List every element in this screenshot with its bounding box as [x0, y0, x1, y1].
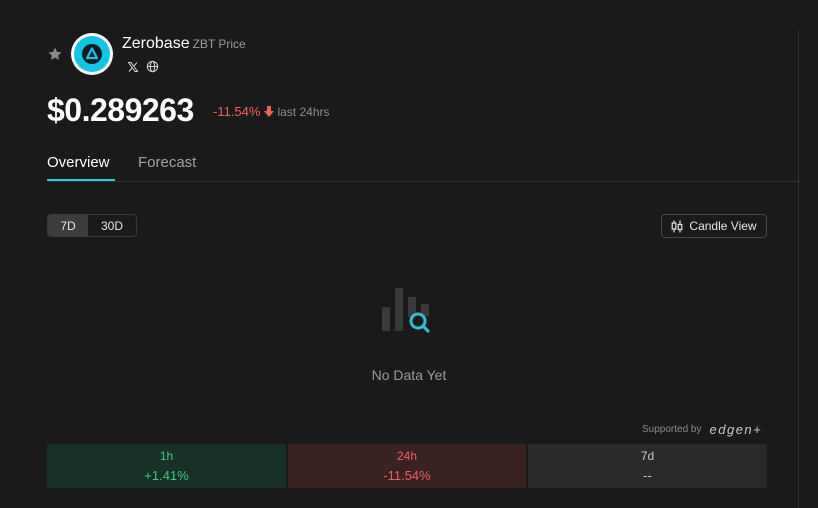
range-7d-button[interactable]: 7D: [48, 215, 88, 236]
x-twitter-icon[interactable]: [125, 59, 140, 74]
coin-logo: [71, 33, 113, 75]
tab-forecast[interactable]: Forecast: [138, 154, 197, 171]
star-icon[interactable]: [47, 46, 63, 62]
performance-label: 7d: [640, 449, 655, 463]
performance-value: +1.41%: [144, 468, 189, 483]
coin-name: Zerobase: [122, 35, 190, 52]
panel-divider: [798, 30, 799, 508]
range-30d-button[interactable]: 30D: [100, 218, 123, 233]
candlestick-icon: [671, 220, 683, 233]
price-value: $0.289263: [47, 92, 194, 128]
performance-label: 1h: [159, 449, 174, 463]
no-data-chart-icon: [381, 287, 433, 335]
coin-symbol-label: ZBT Price: [192, 37, 246, 51]
active-tab-indicator: [47, 179, 115, 181]
edgen-logo[interactable]: edgen+: [709, 422, 763, 437]
coin-title: Zerobase ZBT Price: [122, 35, 246, 53]
arrow-down-icon: [264, 106, 275, 117]
performance-1h: 1h +1.41%: [47, 444, 286, 488]
price-change: -11.54% last 24hrs: [213, 104, 330, 119]
performance-24h: 24h -11.54%: [288, 444, 526, 488]
performance-value: --: [643, 468, 652, 483]
candle-view-label: Candle View: [689, 219, 757, 233]
price-change-period: last 24hrs: [277, 104, 330, 119]
zerobase-logo-icon: [82, 44, 102, 64]
performance-value: -11.54%: [383, 468, 431, 483]
tab-overview[interactable]: Overview: [47, 154, 110, 171]
supported-by-label: Supported by: [642, 424, 702, 435]
price-change-value: -11.54%: [213, 104, 261, 119]
globe-icon[interactable]: [145, 59, 160, 74]
performance-label: 24h: [396, 449, 418, 463]
performance-7d: 7d --: [528, 444, 767, 488]
candle-view-button[interactable]: Candle View: [661, 214, 767, 238]
empty-state-message: No Data Yet: [371, 367, 447, 383]
supported-by: Supported by edgen+: [642, 422, 762, 437]
time-range-toggle: 7D 30D: [47, 214, 137, 237]
tabs-divider: [47, 181, 799, 182]
